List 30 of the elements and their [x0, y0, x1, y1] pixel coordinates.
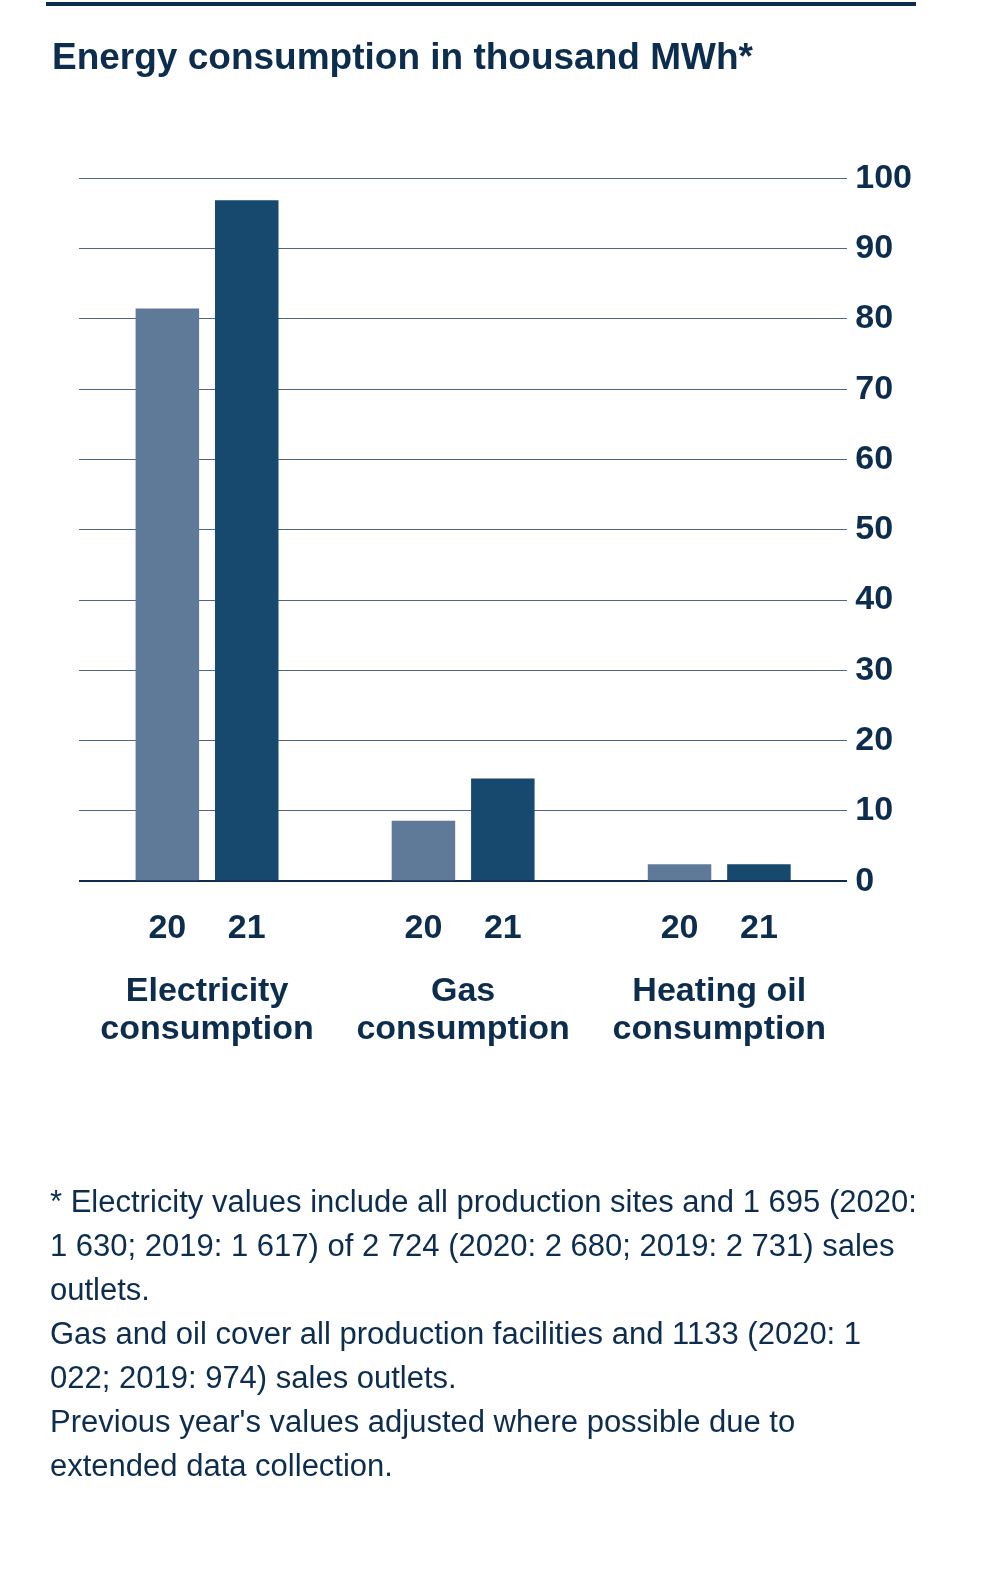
text: Gas and oil cover all production facilities and 1133 (2020: 1 022; 2019: 974) sales outlets. — [50, 1315, 863, 1397]
y-tick-label: 70 — [855, 367, 894, 406]
x-tick-label: Gas consumption — [356, 970, 570, 1046]
text: * Electricity values include all production sites and 1 695 (2020: 1 630; 2019: 1 617) of 2 724 (2020: 2 680; 2019: 2 731) sales outlets. — [50, 1183, 918, 1309]
bar — [647, 864, 712, 881]
y-tick-label: 20 — [855, 719, 894, 758]
bar — [214, 200, 279, 881]
bar — [471, 778, 535, 881]
text: 21 — [740, 906, 778, 945]
bar — [391, 820, 456, 881]
text: 20 — [660, 906, 699, 945]
y-tick-label: 40 — [855, 578, 894, 617]
series-label: 20 — [148, 906, 187, 945]
series-label: 21 — [227, 906, 266, 945]
bar — [135, 308, 200, 881]
chart-title: Energy consumption in thousand MWh* — [52, 36, 753, 78]
x-tick-label: Electricity consumption — [100, 970, 314, 1046]
text: 20 — [404, 906, 443, 945]
y-tick-label: 90 — [855, 227, 894, 266]
y-tick-label: 30 — [855, 648, 894, 687]
y-tick-label: 100 — [855, 156, 913, 195]
y-tick-label: 50 — [855, 508, 894, 547]
y-tick-label: 60 — [855, 437, 894, 476]
text: 21 — [483, 906, 522, 945]
y-tick-label: 0 — [855, 859, 875, 898]
y-tick-label: 10 — [855, 789, 894, 828]
bar — [727, 864, 791, 881]
y-tick-label: 80 — [855, 297, 894, 336]
text: Previous year's values adjusted where possible due to extended data collection. — [50, 1403, 797, 1485]
x-tick-label: Heating oil consumption — [612, 970, 826, 1046]
